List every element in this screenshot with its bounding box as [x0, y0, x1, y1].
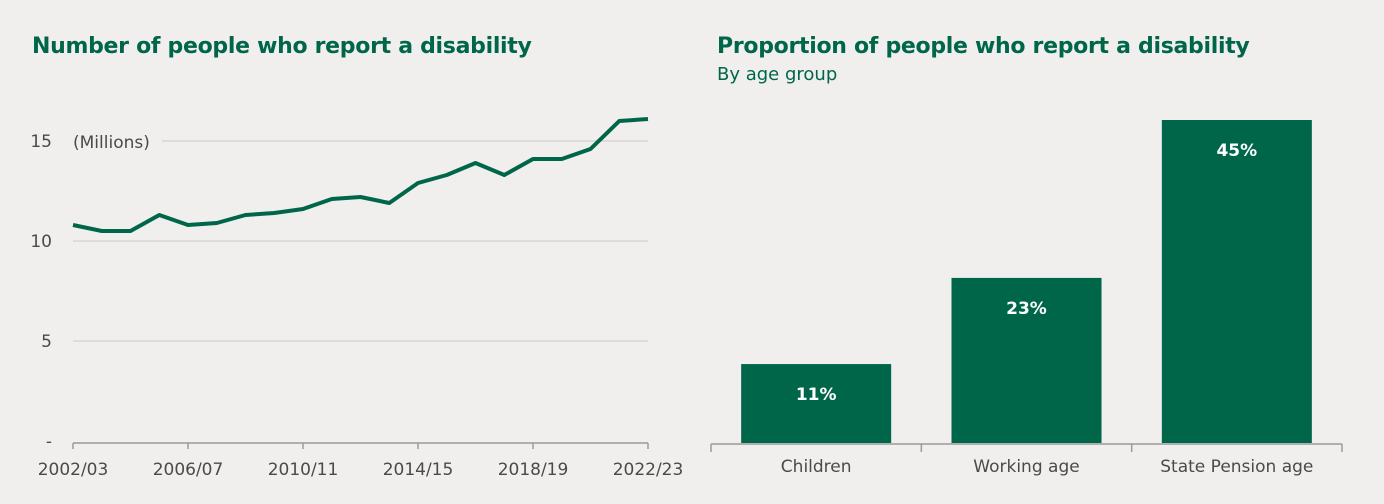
- line-chart-gridlines: [73, 140, 648, 342]
- bar-chart-x-axis: Children Working age State Pension age: [710, 443, 1343, 477]
- bar-value-label: 23%: [1006, 299, 1047, 319]
- data-point: [474, 161, 478, 165]
- data-point: [272, 211, 276, 215]
- y-tick-label: 10: [30, 232, 52, 252]
- y-tick-label: -: [46, 432, 52, 452]
- bar-chart-title: Proportion of people who report a disabi…: [717, 34, 1250, 59]
- x-category-label: Children: [781, 457, 852, 477]
- bar-chart-bars: 11% 23% 45%: [741, 120, 1312, 443]
- data-point: [502, 173, 506, 177]
- line-chart-x-axis: 2002/03 2006/07 2010/11 2014/15 2018/19 2022/…: [38, 442, 684, 480]
- y-tick-label: 15: [30, 132, 52, 152]
- line-chart-y-axis-label: (Millions): [73, 133, 150, 153]
- bar-value-label: 45%: [1216, 141, 1257, 161]
- line-chart-series: [71, 117, 650, 233]
- data-point: [330, 197, 334, 201]
- line-chart-y-ticks: - 5 10 15: [30, 132, 52, 452]
- x-category-label: Working age: [973, 457, 1079, 477]
- data-point: [71, 223, 75, 227]
- line-chart-title: Number of people who report a disability: [32, 34, 532, 59]
- x-tick-label: 2022/23: [613, 460, 684, 480]
- bar-value-label: 11%: [796, 385, 837, 405]
- data-point: [215, 221, 219, 225]
- x-tick-label: 2002/03: [38, 460, 109, 480]
- bar-chart-subtitle: By age group: [717, 64, 838, 85]
- data-point: [531, 157, 535, 161]
- data-point: [129, 229, 133, 233]
- series-line: [72, 117, 649, 233]
- data-point: [301, 207, 305, 211]
- data-point: [359, 195, 363, 199]
- x-category-label: State Pension age: [1160, 457, 1313, 477]
- y-tick-label: 5: [41, 332, 52, 352]
- data-point: [589, 147, 593, 151]
- data-point: [646, 117, 650, 121]
- data-point: [186, 223, 190, 227]
- data-point: [560, 157, 564, 161]
- x-tick-label: 2018/19: [498, 460, 569, 480]
- data-point: [416, 181, 420, 185]
- x-tick-label: 2010/11: [268, 460, 339, 480]
- bar: [951, 277, 1102, 443]
- data-point: [617, 119, 621, 123]
- bar: [1161, 120, 1312, 443]
- x-tick-label: 2014/15: [383, 460, 454, 480]
- data-point: [445, 173, 449, 177]
- bar-chart: 11% 23% 45% Children Working age State Pensi…: [710, 120, 1343, 477]
- bar: [741, 364, 892, 443]
- data-point: [157, 213, 161, 217]
- data-point: [100, 229, 104, 233]
- data-point: [387, 201, 391, 205]
- x-tick-label: 2006/07: [153, 460, 224, 480]
- data-point: [244, 213, 248, 217]
